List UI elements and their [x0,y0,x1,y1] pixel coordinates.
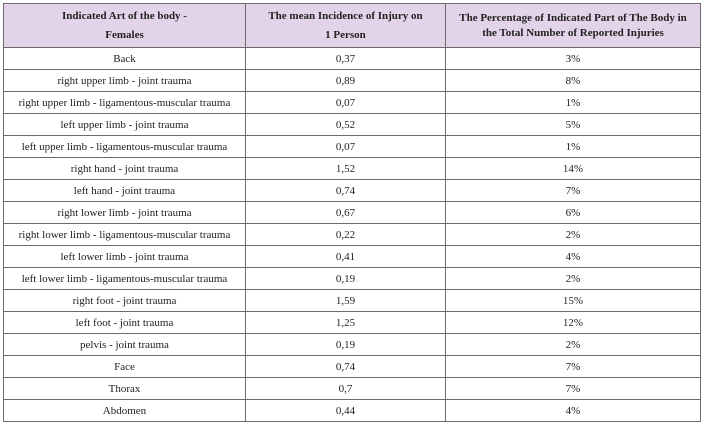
percentage-cell: 2% [445,267,701,290]
mean-incidence-cell: 0,19 [245,267,446,290]
body-part-cell: right upper limb - joint trauma [3,69,246,92]
mean-incidence-cell: 1,25 [245,311,446,334]
percentage-cell: 8% [445,69,701,92]
percentage-cell: 4% [445,245,701,268]
table-row: pelvis - joint trauma 0,19 2% [3,333,701,356]
percentage-cell: 4% [445,399,701,422]
mean-incidence-cell: 1,52 [245,157,446,180]
mean-incidence-cell: 0,52 [245,113,446,136]
header-body-part: Indicated Art of the body - Females [3,3,246,48]
mean-incidence-cell: 0,41 [245,245,446,268]
table-row: left hand - joint trauma 0,74 7% [3,179,701,202]
header-line: the Total Number of Reported Injuries [482,26,664,39]
mean-incidence-cell: 0,07 [245,91,446,114]
mean-incidence-cell: 0,22 [245,223,446,246]
table-row: right foot - joint trauma 1,59 15% [3,289,701,312]
injury-table: Indicated Art of the body - Females The m… [3,3,701,422]
table-row: Face 0,74 7% [3,355,701,378]
header-percentage: The Percentage of Indicated Part of The … [445,3,701,48]
table-row: left upper limb - ligamentous-muscular t… [3,135,701,158]
body-part-cell: right lower limb - joint trauma [3,201,246,224]
body-part-cell: Face [3,355,246,378]
table-row: Back 0,37 3% [3,47,701,70]
percentage-cell: 12% [445,311,701,334]
percentage-cell: 1% [445,91,701,114]
table-row: right lower limb - ligamentous-muscular … [3,223,701,246]
mean-incidence-cell: 0,07 [245,135,446,158]
mean-incidence-cell: 0,44 [245,399,446,422]
mean-incidence-cell: 0,89 [245,69,446,92]
header-row: Indicated Art of the body - Females The m… [3,3,701,48]
table-row: right lower limb - joint trauma 0,67 6% [3,201,701,224]
percentage-cell: 2% [445,223,701,246]
table-row: Abdomen 0,44 4% [3,399,701,422]
table-row: right upper limb - ligamentous-muscular … [3,91,701,114]
header-mean-incidence: The mean Incidence of Injury on 1 Person [245,3,446,48]
body-part-cell: left upper limb - ligamentous-muscular t… [3,135,246,158]
mean-incidence-cell: 1,59 [245,289,446,312]
percentage-cell: 5% [445,113,701,136]
table-row: left lower limb - joint trauma 0,41 4% [3,245,701,268]
header-line: The mean Incidence of Injury on [268,9,423,22]
percentage-cell: 7% [445,377,701,400]
table-row: right hand - joint trauma 1,52 14% [3,157,701,180]
body-part-cell: left lower limb - joint trauma [3,245,246,268]
mean-incidence-cell: 0,37 [245,47,446,70]
table-row: left lower limb - ligamentous-muscular t… [3,267,701,290]
mean-incidence-cell: 0,67 [245,201,446,224]
mean-incidence-cell: 0,7 [245,377,446,400]
percentage-cell: 7% [445,179,701,202]
percentage-cell: 3% [445,47,701,70]
header-line: Females [105,28,144,41]
mean-incidence-cell: 0,74 [245,355,446,378]
percentage-cell: 15% [445,289,701,312]
body-part-cell: right foot - joint trauma [3,289,246,312]
percentage-cell: 6% [445,201,701,224]
mean-incidence-cell: 0,74 [245,179,446,202]
table-row: left upper limb - joint trauma 0,52 5% [3,113,701,136]
body-part-cell: pelvis - joint trauma [3,333,246,356]
body-part-cell: Abdomen [3,399,246,422]
percentage-cell: 2% [445,333,701,356]
percentage-cell: 14% [445,157,701,180]
table-row: left foot - joint trauma 1,25 12% [3,311,701,334]
header-line: 1 Person [325,28,366,41]
body-part-cell: right hand - joint trauma [3,157,246,180]
body-part-cell: Back [3,47,246,70]
body-part-cell: left foot - joint trauma [3,311,246,334]
body-part-cell: left hand - joint trauma [3,179,246,202]
header-line: The Percentage of Indicated Part of The … [459,11,687,24]
body-part-cell: Thorax [3,377,246,400]
percentage-cell: 7% [445,355,701,378]
body-part-cell: right lower limb - ligamentous-muscular … [3,223,246,246]
table-row: right upper limb - joint trauma 0,89 8% [3,69,701,92]
body-part-cell: left lower limb - ligamentous-muscular t… [3,267,246,290]
body-part-cell: right upper limb - ligamentous-muscular … [3,91,246,114]
table-row: Thorax 0,7 7% [3,377,701,400]
percentage-cell: 1% [445,135,701,158]
mean-incidence-cell: 0,19 [245,333,446,356]
body-part-cell: left upper limb - joint trauma [3,113,246,136]
header-line: Indicated Art of the body - [62,9,187,22]
